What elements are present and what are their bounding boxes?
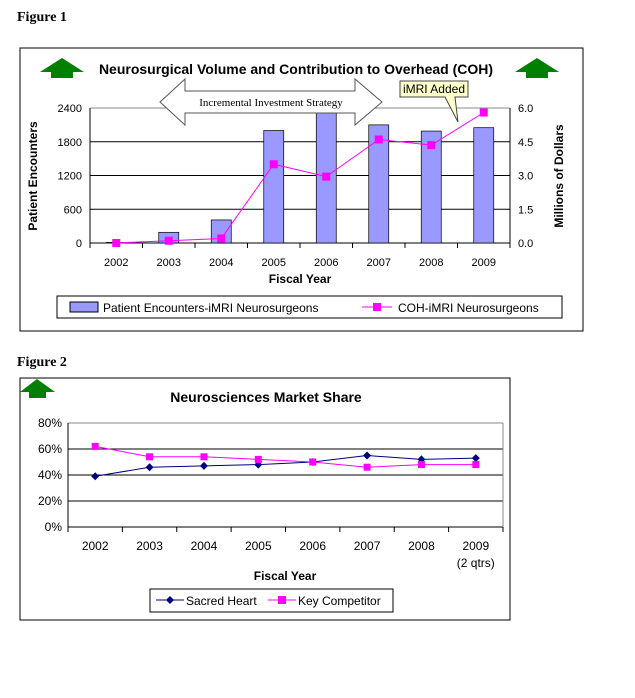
- x-tick-label: 2004: [191, 539, 218, 553]
- coh-line: [116, 112, 485, 244]
- up-arrow-icon: [20, 379, 55, 398]
- figure-1-frame: [19, 47, 584, 332]
- series-line-1: [95, 445, 476, 468]
- investment-annotation: Incremental Investment Strategy: [199, 97, 343, 109]
- coh-point-2007: [374, 135, 383, 144]
- sacred-heart-point-2004: [199, 461, 208, 470]
- legend-patient-encounters: Patient Encounters-iMRI Neurosurgeons: [103, 301, 318, 315]
- investment-arrow: [159, 77, 383, 127]
- chart2-title: Neurosciences Market Share: [170, 389, 362, 405]
- x-tick-label: 2005: [245, 539, 272, 553]
- competitor-point-2005: [254, 455, 262, 463]
- y-tick-label: 2400: [58, 103, 82, 115]
- legend-coh: COH-iMRI Neurosurgeons: [398, 301, 539, 315]
- legend-diamond-marker: [166, 596, 174, 604]
- bar-2009: [473, 127, 495, 244]
- y-tick-label: 1800: [58, 137, 82, 149]
- x-tick-label: 2003: [157, 257, 181, 269]
- x-tick-label: 2004: [209, 257, 233, 269]
- y2-tick-label: 1.5: [518, 204, 533, 216]
- sacred-heart-point-2009: [471, 454, 480, 463]
- coh-point-2008: [427, 141, 436, 150]
- x-tick-label: 2002: [104, 257, 128, 269]
- y-tick-label: 60%: [38, 442, 62, 456]
- imri-annotation: iMRI Added: [403, 82, 465, 96]
- x-tick-label: 2008: [408, 539, 435, 553]
- y2-tick-label: 3.0: [518, 171, 533, 183]
- x-tick-label: 2006: [314, 257, 338, 269]
- competitor-point-2008: [417, 461, 425, 469]
- legend-sacred-heart: Sacred Heart: [186, 594, 257, 608]
- x-tick-sublabel: (2 qtrs): [457, 556, 495, 570]
- bar-2005: [263, 130, 285, 244]
- chart1-title: Neurosurgical Volume and Contribution to…: [99, 61, 493, 77]
- x-tick-label: 2008: [419, 257, 443, 269]
- sacred-heart-point-2003: [145, 463, 154, 472]
- x-tick-label: 2009: [462, 539, 489, 553]
- up-arrow-icon: [40, 58, 84, 78]
- y2-tick-label: 4.5: [518, 137, 533, 149]
- chart1-xlabel: Fiscal Year: [269, 272, 332, 286]
- bar-2007: [368, 124, 390, 244]
- sacred-heart-point-2002: [91, 472, 100, 481]
- competitor-point-2003: [146, 453, 154, 461]
- y-tick-label: 1200: [58, 171, 82, 183]
- y-tick-label: 40%: [38, 468, 62, 482]
- bar-2008: [420, 130, 442, 244]
- legend-bar-swatch: [69, 301, 99, 313]
- series-line-0: [95, 454, 476, 477]
- x-tick-label: 2007: [354, 539, 381, 553]
- competitor-point-2009: [472, 461, 480, 469]
- x-tick-label: 2007: [367, 257, 391, 269]
- x-tick-label: 2009: [472, 257, 496, 269]
- x-tick-label: 2003: [136, 539, 163, 553]
- competitor-point-2006: [309, 458, 317, 466]
- x-tick-label: 2006: [299, 539, 326, 553]
- y-tick-label: 600: [64, 204, 82, 216]
- figure-1-label: Figure 1: [17, 10, 67, 25]
- sacred-heart-point-2007: [363, 451, 372, 460]
- legend-square-marker: [278, 596, 286, 604]
- coh-point-2004: [217, 234, 226, 243]
- legend-square-marker: [373, 303, 381, 311]
- x-tick-label: 2002: [82, 539, 109, 553]
- bar-2004: [210, 219, 232, 244]
- competitor-point-2004: [200, 453, 208, 461]
- coh-point-2005: [269, 160, 278, 169]
- coh-point-2003: [164, 236, 173, 245]
- coh-point-2009: [479, 108, 488, 117]
- x-tick-label: 2005: [262, 257, 286, 269]
- y-tick-label: 20%: [38, 494, 62, 508]
- chart2-xlabel: Fiscal Year: [254, 569, 317, 583]
- chart1-y2label: Millions of Dollars: [552, 124, 566, 228]
- y2-tick-label: 6.0: [518, 103, 533, 115]
- y-tick-label: 80%: [38, 416, 62, 430]
- chart1-ylabel: Patient Encounters: [26, 121, 40, 231]
- chart1-legend: [56, 295, 563, 319]
- imri-callout: [399, 80, 469, 123]
- up-arrow-icon: [515, 58, 559, 78]
- y-tick-label: 0: [76, 238, 82, 250]
- legend-key-competitor: Key Competitor: [298, 594, 381, 608]
- coh-point-2002: [112, 239, 121, 247]
- coh-point-2006: [322, 172, 331, 181]
- figure-2-frame: [19, 377, 511, 621]
- competitor-point-2007: [363, 463, 371, 471]
- y2-tick-label: 0.0: [518, 238, 533, 250]
- y-tick-label: 0%: [45, 520, 63, 534]
- competitor-point-2002: [91, 442, 99, 450]
- figure-2-label: Figure 2: [17, 355, 67, 370]
